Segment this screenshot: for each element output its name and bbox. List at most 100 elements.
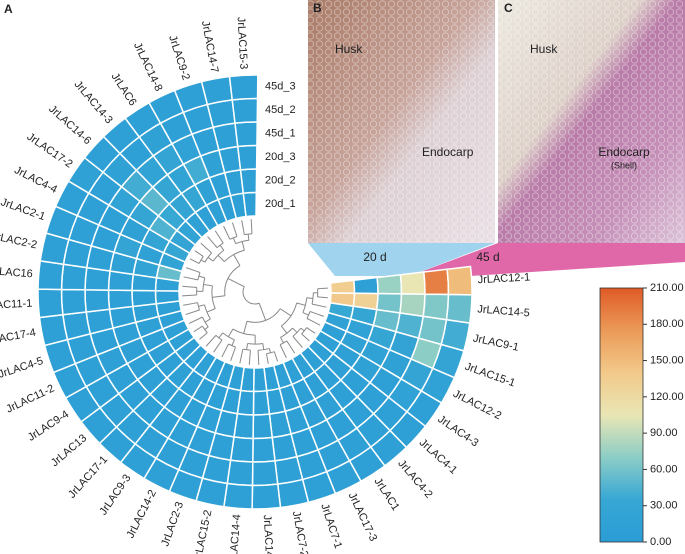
heat-cell <box>352 276 379 295</box>
gene-label: JrLAC14-3 <box>72 78 115 126</box>
gene-label: JrLAC4-4 <box>12 164 59 196</box>
gene-label: JrLAC9-3 <box>97 472 133 517</box>
heat-cell <box>252 413 274 440</box>
dendrogram <box>204 332 208 336</box>
tissue-label: Husk <box>335 42 363 56</box>
dendrogram <box>280 327 293 338</box>
dendrogram <box>244 233 252 236</box>
colorbar-scale <box>599 287 644 543</box>
heat-cell <box>251 483 282 510</box>
gene-label: JrLAC9-2 <box>166 34 192 82</box>
dendrogram <box>228 343 236 348</box>
dendrogram <box>279 340 288 346</box>
sample-label: 20d_1 <box>265 198 296 210</box>
dendrogram <box>221 347 227 358</box>
gene-label: JrLAC11-2 <box>4 383 56 416</box>
dendrogram <box>268 348 271 353</box>
gene-label: JrLAC7-2 <box>290 510 310 554</box>
dendrogram <box>198 275 206 279</box>
dendrogram <box>188 318 199 324</box>
tissue-label: Endocarp <box>422 145 474 159</box>
dendrogram <box>212 295 226 298</box>
gene-label: JrLAC14-8 <box>131 41 164 94</box>
dendrogram <box>242 348 251 351</box>
gene-label: JrLAC12-2 <box>451 388 503 423</box>
gene-label: JrLAC7-1 <box>318 502 344 550</box>
dendrogram <box>202 277 206 292</box>
micrograph-texture <box>308 0 495 243</box>
dendrogram <box>213 343 220 353</box>
dendrogram <box>301 333 305 337</box>
gene-label: JrLAC14-5 <box>477 303 530 319</box>
dendrogram <box>200 242 209 251</box>
stage-label: 20 d <box>363 250 386 264</box>
heat-cell <box>445 293 473 324</box>
dendrogram <box>266 356 269 364</box>
dendrogram <box>279 344 283 349</box>
dendrogram <box>258 303 267 321</box>
gene-label: JrLAC17-4 <box>0 327 37 348</box>
dendrogram <box>223 225 229 236</box>
gene-label: JrLAC6 <box>109 71 139 108</box>
dendrogram <box>198 316 203 320</box>
heat-cell <box>252 389 271 416</box>
dendrogram <box>226 343 229 349</box>
panel-label: B <box>313 1 322 15</box>
dendrogram <box>199 325 203 329</box>
heat-cell <box>234 121 258 148</box>
dendrogram <box>213 243 218 248</box>
heat-cell <box>276 478 310 509</box>
dendrogram <box>231 339 235 346</box>
dendrogram <box>233 346 236 352</box>
gene-label: JrLAC16 <box>0 265 33 280</box>
heat-cell <box>60 288 88 316</box>
colorbar-tick-label: 90.00 <box>650 427 678 439</box>
heat-cell <box>223 482 254 510</box>
gene-label: JrLAC9-4 <box>26 408 72 443</box>
dendrogram <box>222 332 235 341</box>
dendrogram <box>195 270 201 273</box>
gene-label: JrLAC13 <box>49 432 89 469</box>
gene-label: JrLAC1 <box>372 476 402 513</box>
dendrogram <box>302 312 309 316</box>
dendrogram <box>241 348 244 354</box>
dendrogram <box>301 327 308 335</box>
colorbar-tick-label: 0.00 <box>650 536 671 548</box>
heat-cell <box>226 459 254 487</box>
dendrogram <box>208 249 212 254</box>
dendrogram <box>212 335 217 339</box>
dendrogram <box>302 297 308 313</box>
dendrogram <box>274 354 279 362</box>
dendrogram <box>306 327 310 330</box>
colorbar-tick-label: 30.00 <box>650 500 678 512</box>
dendrogram <box>313 312 324 317</box>
dendrogram <box>286 340 290 345</box>
dendrogram <box>257 354 260 365</box>
dendrogram <box>189 258 197 263</box>
heat-cell <box>154 289 181 305</box>
heat-cell <box>329 279 356 295</box>
dendrogram <box>194 250 202 256</box>
dendrogram <box>227 278 245 288</box>
dendrogram <box>207 236 215 245</box>
dendrogram <box>296 302 306 306</box>
sample-label: 45d_3 <box>265 81 296 93</box>
dendrogram <box>232 237 237 244</box>
dendrogram <box>220 239 224 244</box>
dendrogram <box>241 241 245 251</box>
dendrogram <box>288 344 296 354</box>
dendrogram <box>197 302 200 311</box>
gene-label: JrLAC11-1 <box>0 298 33 313</box>
dendrogram <box>198 304 205 307</box>
stage-label: 45 d <box>476 250 499 264</box>
dendrogram <box>212 249 225 262</box>
dendrogram <box>243 321 248 334</box>
dendrogram <box>227 235 231 240</box>
gene-label: JrLAC14-1 <box>261 514 276 554</box>
heat-cell <box>251 459 279 487</box>
dendrogram <box>316 304 327 308</box>
tissue-label: (Shell) <box>611 160 637 170</box>
heat-cell <box>107 289 134 311</box>
